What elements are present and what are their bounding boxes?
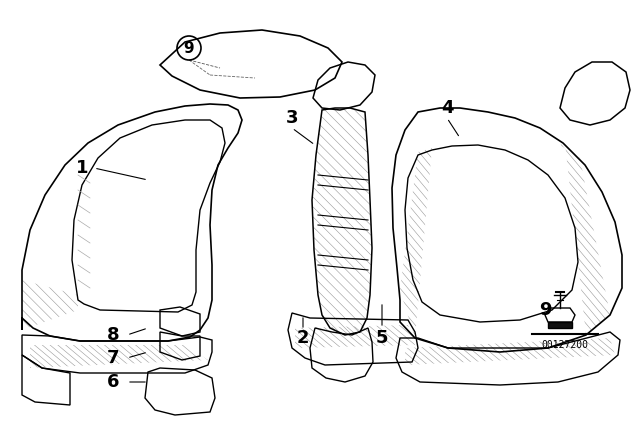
Text: 00127200: 00127200	[541, 340, 589, 350]
Text: 9: 9	[184, 40, 195, 56]
Polygon shape	[548, 322, 572, 328]
Text: 8: 8	[107, 326, 119, 344]
Text: 7: 7	[107, 349, 119, 367]
Text: 9: 9	[539, 301, 551, 319]
Text: 1: 1	[76, 159, 88, 177]
Text: 4: 4	[441, 99, 453, 117]
Text: 5: 5	[376, 329, 388, 347]
Text: 3: 3	[285, 109, 298, 127]
Text: 6: 6	[107, 373, 119, 391]
Text: 2: 2	[297, 329, 309, 347]
